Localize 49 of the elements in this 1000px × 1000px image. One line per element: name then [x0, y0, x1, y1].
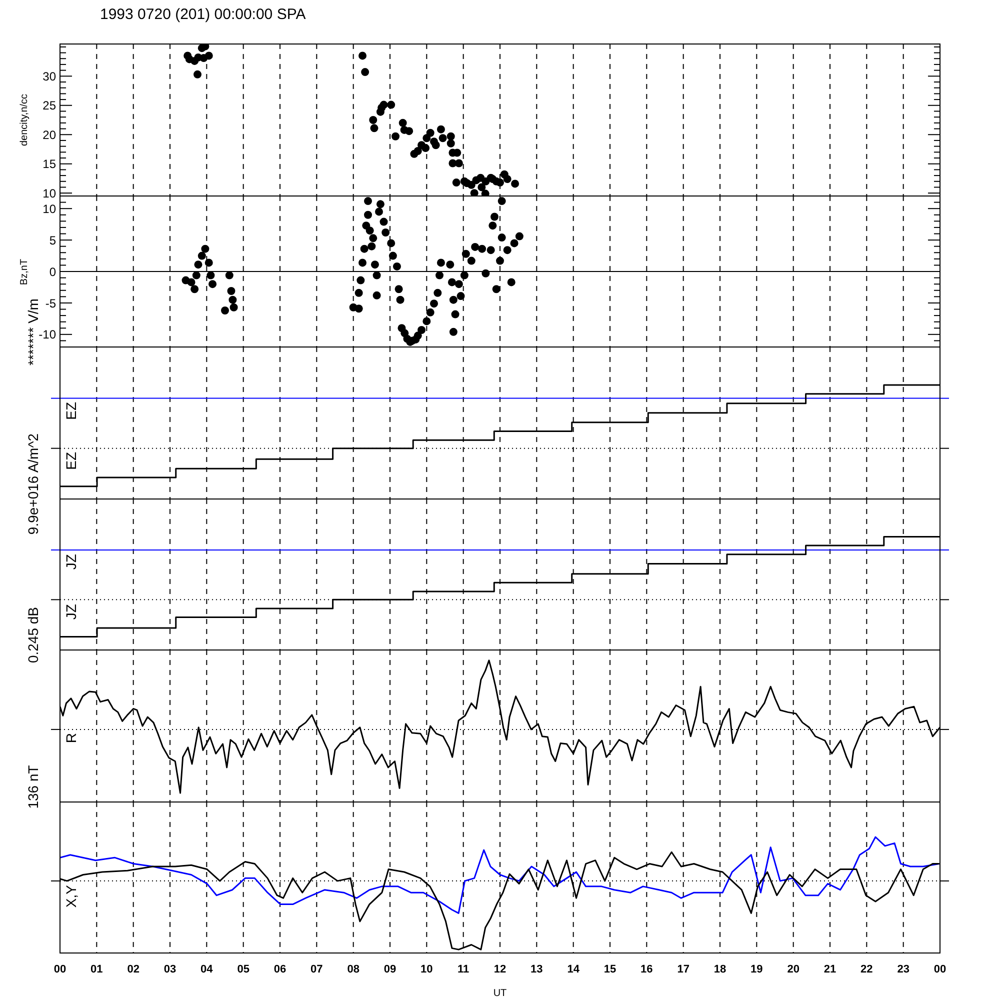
x-tick-label: 06 [274, 964, 286, 976]
x-tick-label: 08 [347, 964, 360, 976]
x-tick-label: 00 [54, 964, 66, 976]
x-tick-label: 03 [164, 964, 176, 976]
y-tick-label: 15 [42, 157, 56, 172]
x-tick-label: 23 [897, 964, 910, 976]
y-tick-label: -10 [38, 328, 56, 342]
x-tick-label: 21 [824, 964, 836, 976]
y-axis-title: dencity,n/cc [19, 94, 30, 146]
legend-label: X,Y [63, 884, 79, 908]
x-tick-label: 02 [127, 964, 140, 976]
x-tick-label: 18 [714, 964, 726, 976]
y-axis-title: 136 nT [25, 765, 41, 809]
x-tick-label: 22 [860, 964, 873, 976]
chart-title: 1993 0720 (201) 00:00:00 SPA [100, 6, 306, 24]
x-tick-label: 10 [420, 964, 433, 976]
legend-label: JZ [63, 554, 79, 570]
y-axis-title: 9.9e+016 A/m^2 [25, 433, 41, 535]
legend-label: EZ [63, 402, 79, 420]
y-tick-label: 10 [42, 186, 56, 200]
y-tick-label: -5 [45, 296, 56, 310]
x-tick-label: 12 [494, 964, 506, 976]
y-axis-title: 0.245 dB [25, 606, 41, 664]
x-axis-title: UT [493, 988, 507, 999]
x-tick-label: 14 [567, 964, 580, 976]
y-axis-title: Bz,nT [19, 258, 30, 285]
x-tick-label: 04 [200, 964, 214, 976]
y-axis-title: ******* V/m [25, 298, 41, 366]
x-tick-label: 17 [677, 964, 690, 976]
y-tick-label: 25 [42, 98, 56, 113]
y-tick-label: 5 [49, 233, 56, 248]
legend-label: EZ [63, 452, 79, 470]
ref-line-label: R [63, 733, 79, 744]
x-tick-label: 16 [640, 964, 653, 976]
legend-label: JZ [63, 604, 79, 620]
x-tick-label: 11 [458, 964, 470, 976]
x-tick-label: 00 [934, 964, 946, 976]
y-tick-label: 0 [49, 264, 56, 279]
x-tick-label: 19 [750, 964, 763, 976]
x-tick-label: 07 [310, 964, 323, 976]
x-tick-label: 15 [604, 964, 616, 976]
x-tick-label: 01 [90, 964, 103, 976]
x-tick-label: 13 [530, 964, 543, 976]
x-tick-label: 09 [384, 964, 396, 976]
y-tick-label: 10 [42, 202, 56, 216]
y-tick-label: 30 [42, 69, 56, 84]
x-tick-label: 20 [787, 964, 800, 976]
y-tick-label: 20 [42, 128, 56, 142]
x-tick-label: 05 [237, 964, 250, 976]
